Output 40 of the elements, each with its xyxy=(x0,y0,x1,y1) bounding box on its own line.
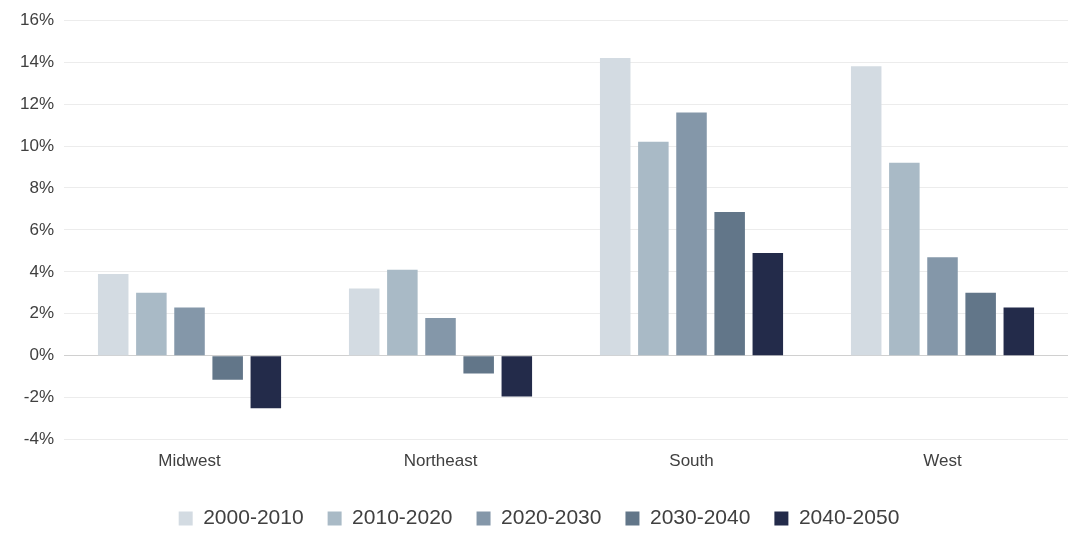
y-tick-label: 6% xyxy=(29,219,55,239)
bar xyxy=(425,317,456,356)
x-tick-label: West xyxy=(923,451,962,471)
bar xyxy=(174,307,205,356)
bar xyxy=(599,57,631,356)
x-tick-label: Midwest xyxy=(158,451,221,471)
y-tick-label: 0% xyxy=(29,345,55,365)
legend-label: 2000-2010 xyxy=(203,505,304,529)
bar xyxy=(136,292,167,356)
y-tick-label: 14% xyxy=(19,51,55,71)
y-tick-label: 8% xyxy=(29,177,55,197)
bar xyxy=(965,292,996,356)
legend-label: 2030-2040 xyxy=(649,505,751,529)
bar xyxy=(387,269,418,356)
bar xyxy=(676,112,707,356)
y-tick-label: -4% xyxy=(23,429,55,449)
bar xyxy=(97,273,129,356)
bar xyxy=(212,356,243,380)
bar xyxy=(927,257,958,356)
y-tick-label: 16% xyxy=(19,9,55,29)
bar xyxy=(752,252,784,356)
y-tick-label: 4% xyxy=(29,261,55,281)
y-tick-label: 12% xyxy=(19,93,55,113)
bar xyxy=(638,141,669,356)
x-tick-label: Northeast xyxy=(403,451,478,471)
bar xyxy=(348,288,380,356)
y-tick-label: -2% xyxy=(23,387,55,407)
bar xyxy=(714,212,745,356)
bar xyxy=(889,162,920,356)
legend-label: 2010-2020 xyxy=(352,505,453,529)
y-tick-label: 2% xyxy=(29,303,55,323)
bar xyxy=(463,356,494,374)
y-tick-label: 10% xyxy=(19,135,55,155)
x-tick-label: South xyxy=(669,451,714,471)
bar xyxy=(250,356,282,409)
legend-label: 2020-2030 xyxy=(501,505,602,529)
bar xyxy=(501,356,533,397)
bar xyxy=(850,66,882,356)
legend-label: 2040-2050 xyxy=(798,505,900,529)
bar xyxy=(1003,307,1035,356)
